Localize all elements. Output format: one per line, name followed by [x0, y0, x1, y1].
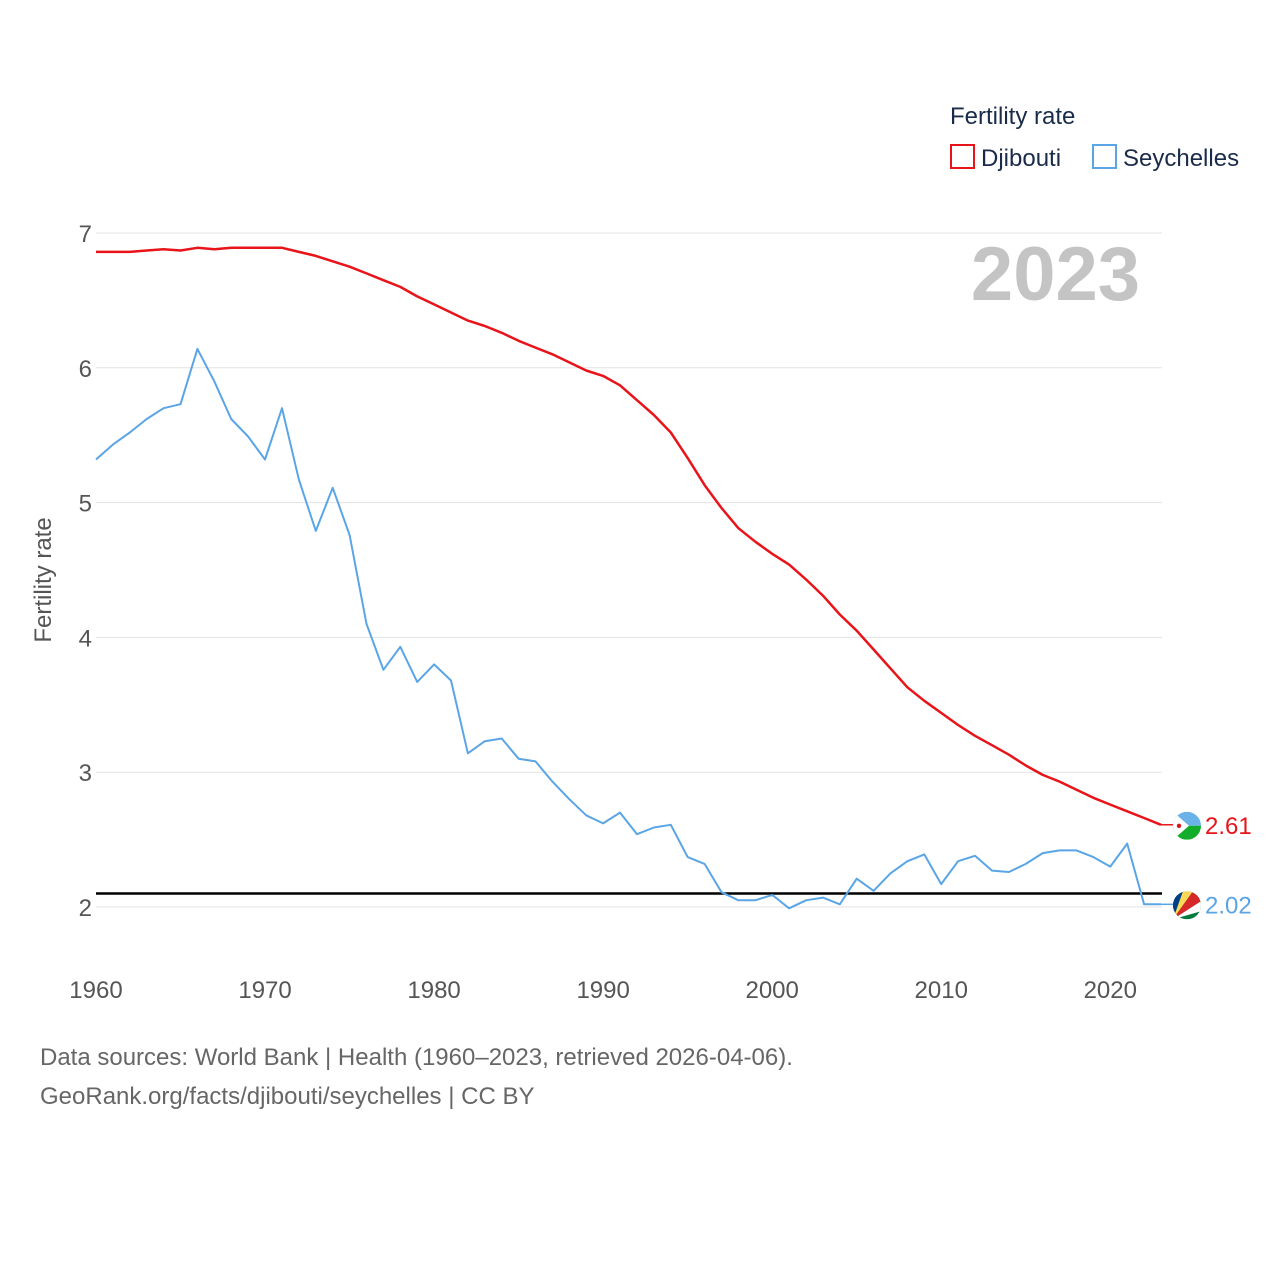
series-line-djibouti	[96, 246, 1162, 826]
djibouti-flag-icon	[1173, 811, 1201, 840]
x-tick-label: 2000	[745, 977, 798, 1004]
seychelles-flag-icon	[1173, 891, 1201, 920]
y-tick-label: 5	[79, 491, 92, 518]
y-axis-ticks: 2 3 4 5 6 7	[79, 221, 92, 922]
legend-swatch-djibouti	[950, 144, 975, 169]
x-tick-label: 1960	[69, 977, 122, 1004]
source-citation: Data sources: World Bank | Health (1960–…	[40, 1044, 793, 1071]
y-tick-label: 4	[79, 625, 92, 652]
y-tick-label: 6	[79, 356, 92, 383]
current-year-label: 2023	[971, 232, 1140, 317]
x-tick-label: 2020	[1084, 977, 1137, 1004]
series-lines	[95, 246, 1162, 910]
end-value-label-seychelles: 2.02	[1205, 892, 1252, 919]
series-endpoints: 2.61 2.02	[1161, 811, 1252, 920]
legend-swatch-seychelles	[1092, 144, 1117, 169]
end-value-label-djibouti: 2.61	[1205, 813, 1252, 840]
y-tick-label: 2	[79, 895, 92, 922]
source-link[interactable]: GeoRank.org/facts/djibouti/seychelles | …	[40, 1083, 535, 1110]
y-tick-label: 7	[79, 221, 92, 248]
series-line-seychelles	[95, 347, 1161, 910]
x-tick-label: 1990	[576, 977, 629, 1004]
legend-item-seychelles[interactable]: Seychelles	[1092, 144, 1239, 172]
x-tick-label: 1980	[407, 977, 460, 1004]
legend-title: Fertility rate	[950, 103, 1075, 130]
gridlines	[96, 232, 1162, 908]
x-tick-label: 2010	[915, 977, 968, 1004]
x-tick-label: 1970	[238, 977, 291, 1004]
y-tick-label: 3	[79, 760, 92, 787]
y-axis-title: Fertility rate	[30, 517, 57, 642]
legend-item-djibouti[interactable]: Djibouti	[950, 144, 1061, 172]
legend-label-seychelles: Seychelles	[1123, 145, 1239, 172]
x-axis-ticks: 1960 1970 1980 1990 2000 2010 2020	[69, 977, 1137, 1004]
legend-label-djibouti: Djibouti	[981, 145, 1061, 172]
